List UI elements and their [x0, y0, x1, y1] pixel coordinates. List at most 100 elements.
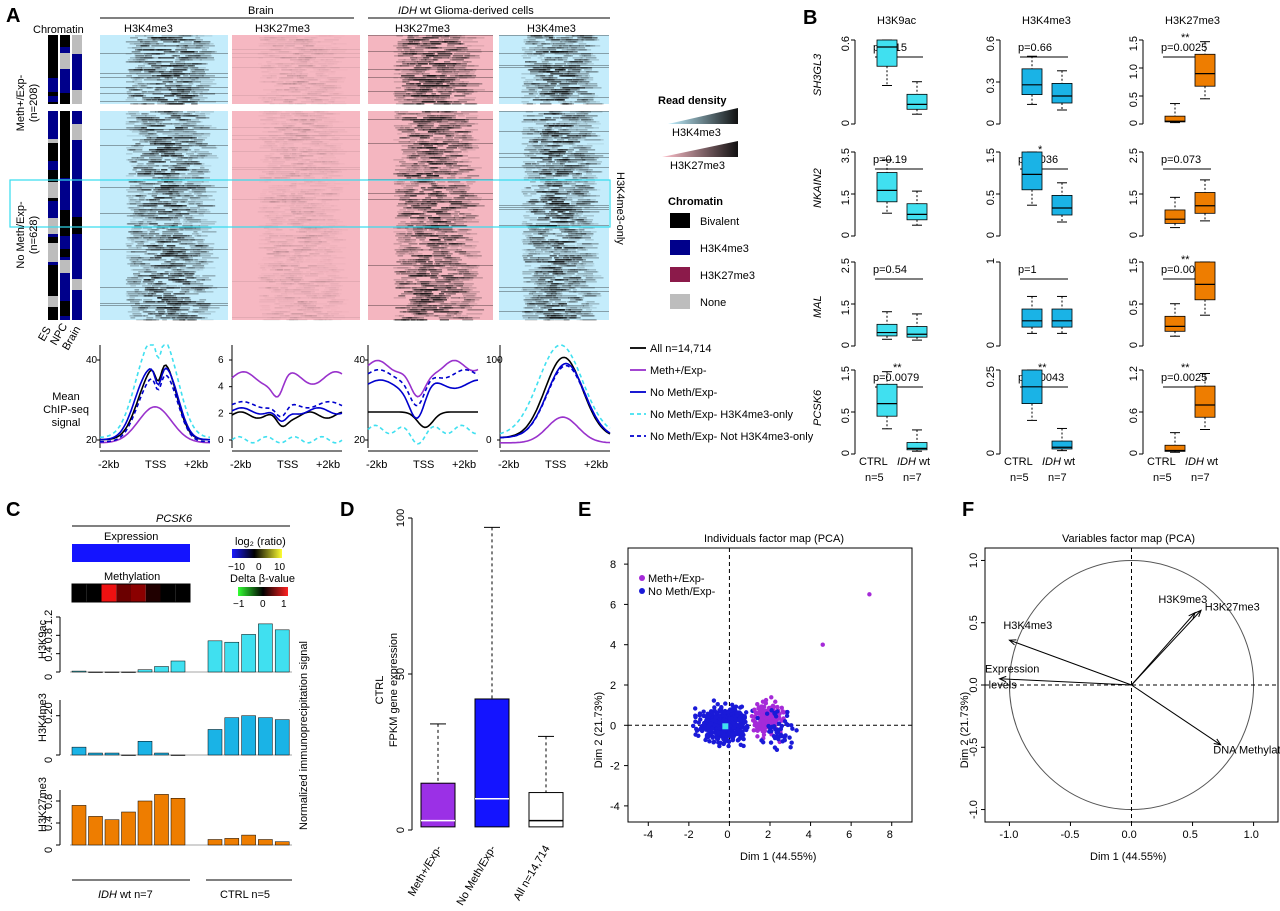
heatmap-streak [416, 71, 422, 73]
heatmap-streak [324, 265, 335, 267]
heatmap-streak [277, 261, 282, 263]
heatmap-streak [393, 297, 406, 299]
heatmap-streak [443, 35, 451, 37]
heatmap-streak [580, 177, 588, 179]
heatmap-streak [199, 305, 209, 307]
heatmap-streak [450, 83, 468, 85]
heatmap-streak [299, 241, 312, 243]
heatmap-streak [152, 191, 168, 193]
heatmap-streak [186, 115, 199, 117]
heatmap-streak [283, 133, 293, 135]
heatmap-streak [161, 299, 178, 301]
heatmap-streak [299, 59, 310, 61]
heatmap-streak [445, 223, 455, 225]
heatmap-streak [258, 287, 271, 289]
heatmap-streak [453, 197, 466, 199]
heatmap-streak [143, 299, 153, 301]
heatmap-streak [321, 193, 337, 195]
heatmap-streak [548, 75, 554, 77]
heatmap-streak [131, 157, 139, 159]
heatmap-streak [302, 143, 320, 145]
heatmap-streak [183, 223, 193, 225]
heatmap-streak [133, 89, 138, 91]
heatmap-streak [547, 131, 559, 133]
heatmap-streak [401, 75, 415, 77]
heatmap-streak [192, 287, 209, 289]
heatmap-streak [181, 125, 197, 127]
heatmap-streak [462, 293, 477, 295]
heatmap-streak [153, 295, 162, 297]
heatmap-streak [524, 163, 531, 165]
heatmap-streak [421, 127, 431, 129]
heatmap-streak [182, 201, 195, 203]
heatmap-streak [155, 283, 167, 285]
heatmap-streak [577, 71, 590, 73]
heatmap-streak [395, 127, 404, 129]
heatmap-streak [554, 57, 563, 59]
heatmap-streak [127, 149, 143, 151]
heatmap-streak [162, 173, 168, 175]
heatmap-streak [583, 121, 600, 123]
heatmap-streak [563, 61, 578, 63]
heatmap-streak [317, 153, 334, 155]
heatmap-streak [522, 127, 539, 129]
heatmap-streak [447, 181, 461, 183]
heatmap-streak [289, 319, 294, 321]
heatmap-streak [168, 265, 183, 267]
heatmap-streak [415, 259, 430, 261]
heatmap-streak [397, 49, 402, 51]
heatmap-streak [418, 261, 427, 263]
heatmap-streak [300, 131, 307, 133]
heatmap-streak [582, 85, 598, 87]
heatmap-streak [149, 143, 157, 145]
heatmap-streak [311, 99, 329, 101]
heatmap-streak [415, 297, 423, 299]
heatmap-streak [559, 117, 576, 119]
heatmap-streak [140, 159, 157, 161]
heatmap-streak [465, 103, 476, 105]
heatmap-streak [166, 299, 184, 301]
heatmap-streak [312, 309, 321, 311]
heatmap-streak [401, 293, 414, 295]
heatmap-streak [201, 147, 217, 149]
heatmap-streak [402, 81, 410, 83]
heatmap-streak [154, 97, 161, 99]
heatmap-streak [134, 291, 149, 293]
heatmap-streak [184, 227, 193, 229]
heatmap-streak [138, 183, 156, 185]
heatmap-streak [411, 299, 417, 301]
heatmap-streak [462, 81, 469, 83]
heatmap-streak [293, 249, 304, 251]
heatmap-streak [284, 43, 294, 45]
heatmap-streak [399, 65, 415, 67]
heatmap-streak [458, 99, 475, 101]
heatmap-streak [427, 115, 443, 117]
heatmap-streak [144, 295, 153, 297]
heatmap-streak [262, 75, 272, 77]
heatmap-2-block-1-signal [232, 37, 360, 105]
heatmap-streak [153, 283, 164, 285]
heatmap-streak [524, 155, 530, 157]
heatmap-streak [185, 229, 201, 231]
heatmap-streak [156, 307, 173, 309]
heatmap-streak [585, 57, 596, 59]
heatmap-streak [193, 41, 201, 43]
heatmap-streak [130, 215, 136, 217]
heatmap-streak [522, 129, 538, 131]
heatmap-streak [181, 249, 189, 251]
heatmap-streak [412, 91, 426, 93]
heatmap-streak [312, 217, 321, 219]
heatmap-streak [420, 77, 438, 79]
heatmap-streak [437, 111, 448, 113]
heatmap-streak [317, 283, 324, 285]
heatmap-streak [184, 297, 191, 299]
heatmap-streak [412, 189, 419, 191]
heatmap-streak [447, 123, 463, 125]
heatmap-streak [180, 141, 197, 143]
heatmap-streak [188, 143, 203, 145]
heatmap-streak [160, 113, 175, 115]
heatmap-streak [291, 187, 297, 189]
heatmap-streak [414, 69, 430, 71]
heatmap-streak [459, 67, 465, 69]
heatmap-streak [134, 127, 145, 129]
